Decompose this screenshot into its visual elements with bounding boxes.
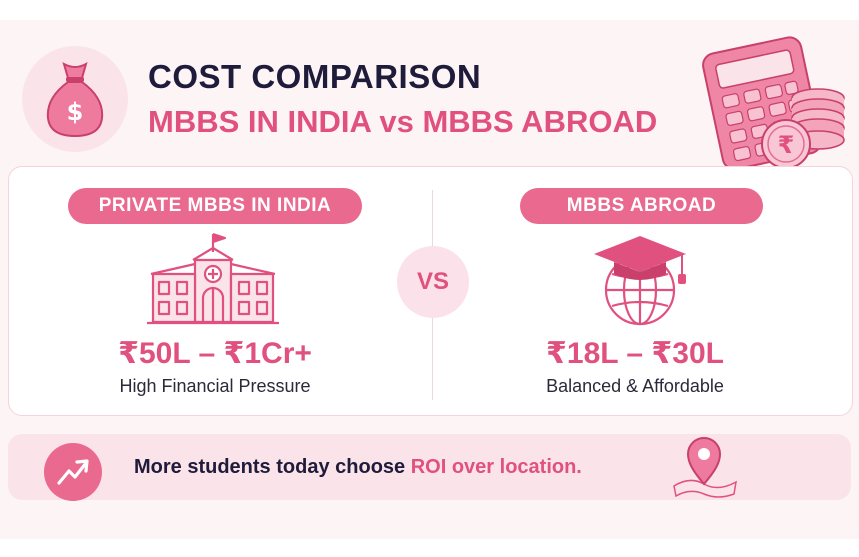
- abroad-label: MBBS ABROAD: [520, 188, 763, 224]
- roi-message-lead: More students today choose: [134, 456, 411, 478]
- vs-badge: VS: [397, 246, 469, 318]
- hospital-icon: [147, 232, 279, 325]
- page-subtitle: MBBS IN INDIA vs MBBS ABROAD: [148, 104, 658, 139]
- money-bag-icon: $: [46, 61, 104, 138]
- roi-message-highlight: ROI over location.: [410, 456, 582, 478]
- trend-badge: [44, 443, 102, 501]
- roi-message: More students today choose ROI over loca…: [134, 456, 582, 479]
- india-caption: High Financial Pressure: [119, 376, 311, 396]
- india-label: PRIVATE MBBS IN INDIA: [68, 188, 362, 224]
- trend-up-icon: [57, 459, 89, 485]
- location-pin-icon: [673, 437, 737, 498]
- calculator-coins-icon: ₹: [702, 36, 845, 171]
- money-bag-badge: $: [22, 46, 128, 152]
- india-cost: ₹50L – ₹1Cr+: [118, 337, 312, 370]
- page-title: COST COMPARISON: [148, 58, 482, 95]
- svg-text:$: $: [67, 98, 84, 126]
- svg-text:₹: ₹: [778, 131, 795, 159]
- graduation-globe-icon: [594, 236, 686, 326]
- abroad-caption: Balanced & Affordable: [546, 376, 724, 396]
- abroad-cost: ₹18L – ₹30L: [546, 337, 724, 370]
